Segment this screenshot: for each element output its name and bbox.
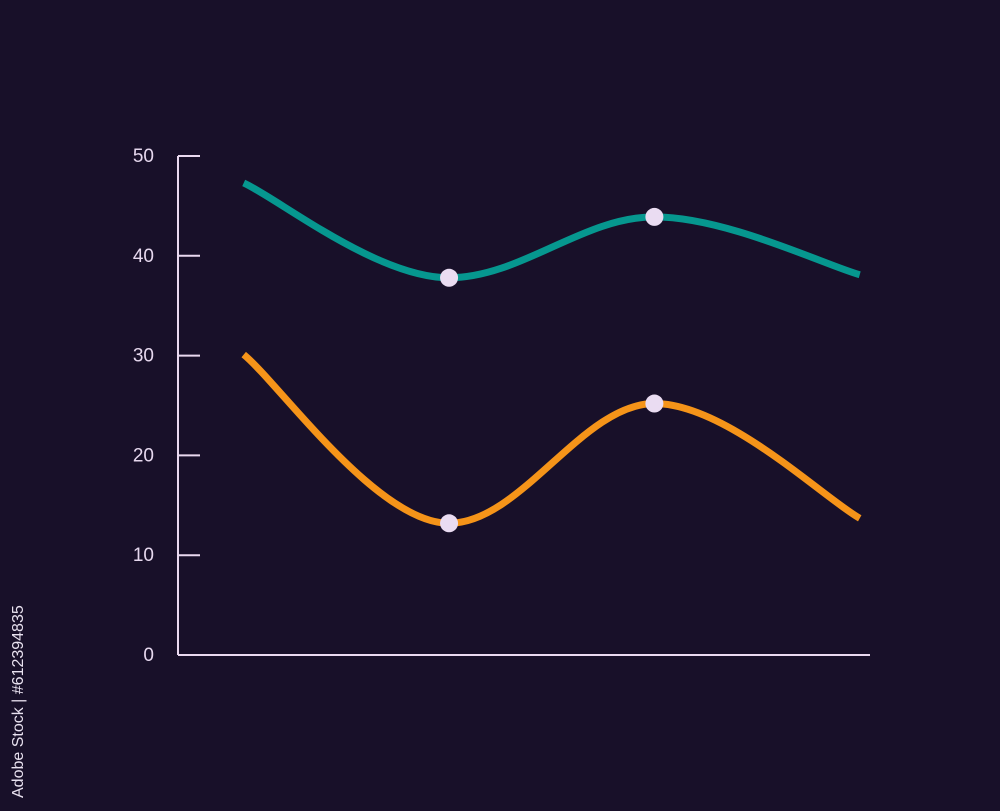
series-layer: [241, 179, 862, 527]
data-point-marker: [645, 207, 664, 226]
axes: 0 10 20 30 40 50: [133, 146, 870, 666]
y-tick-label: 50: [133, 146, 154, 167]
y-tick-label: 30: [133, 346, 154, 367]
y-tick-label: 40: [133, 246, 154, 267]
y-tick-label: 20: [133, 445, 154, 466]
watermark-text: Adobe Stock | #612394835: [10, 605, 27, 798]
series-line-1: [242, 179, 861, 282]
y-tick-label: 0: [143, 645, 154, 666]
marker-layer: [440, 207, 664, 533]
data-point-marker: [440, 514, 459, 533]
y-tick-label: 10: [133, 545, 154, 566]
data-point-marker: [645, 394, 664, 413]
series-line-2: [241, 351, 862, 527]
data-point-marker: [440, 268, 459, 287]
